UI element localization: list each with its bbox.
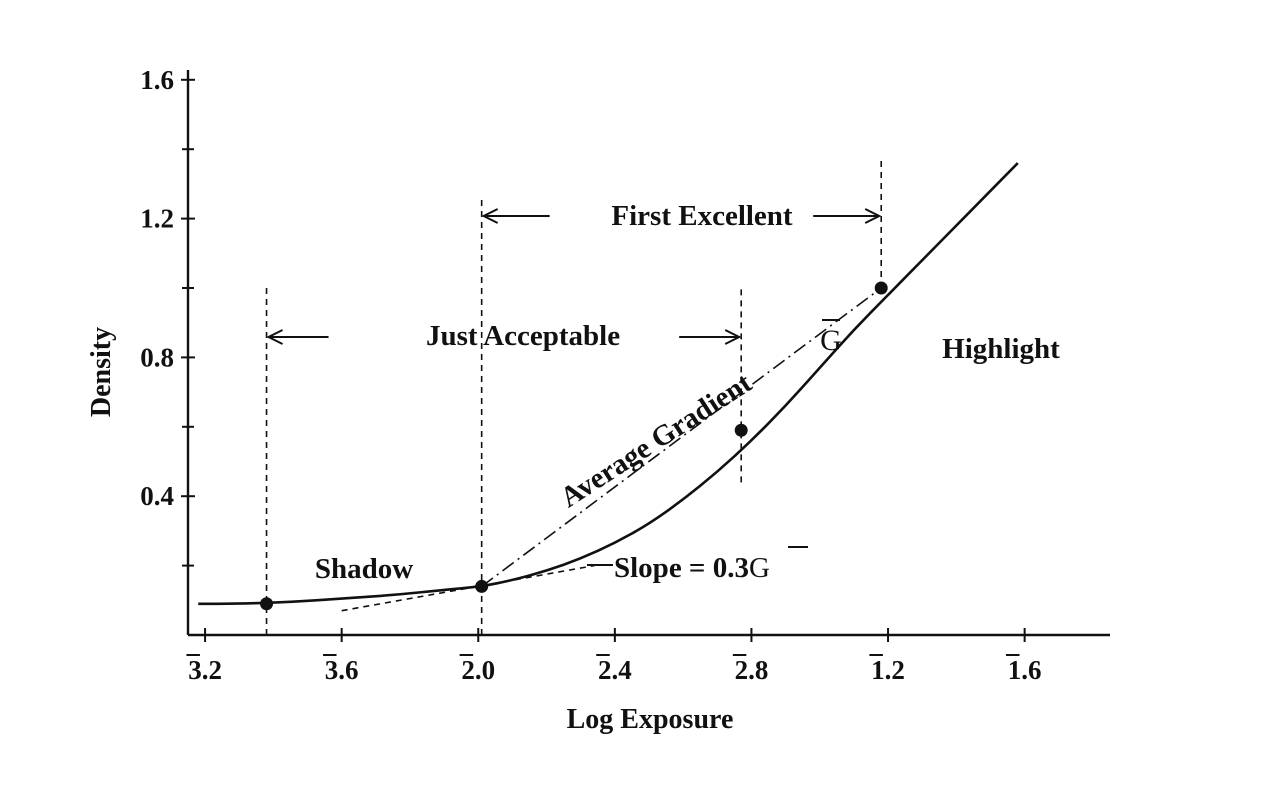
x-tick-label-bar-digit: 2: [598, 655, 612, 685]
slope-label-g: G: [749, 552, 770, 584]
x-tick-label-rest: .4: [611, 655, 631, 685]
g-bar-label: G: [820, 324, 842, 357]
data-point: [874, 281, 888, 295]
plot-area: [198, 162, 1019, 612]
x-tick-label: 3.2: [188, 655, 222, 685]
x-tick-label-bar-digit: 2: [735, 655, 749, 685]
x-tick-label: 3.6: [325, 655, 359, 685]
slope-label-prefix: Slope = 0.3: [614, 552, 749, 584]
data-point: [475, 579, 489, 593]
average-gradient-line: [481, 287, 882, 588]
shadow-label: Shadow: [315, 553, 413, 585]
x-tick-label: 2.0: [461, 655, 495, 685]
x-tick-label-bar-digit: 3: [325, 655, 339, 685]
slope-tangent-line: [341, 564, 595, 612]
x-tick-label: 1.2: [871, 655, 905, 685]
average-gradient-label: Average Gradient: [555, 367, 758, 514]
x-tick-label: 2.8: [735, 655, 769, 685]
x-tick-label-rest: .2: [202, 655, 222, 685]
first-excellent-left-arrow-head: [481, 208, 499, 224]
annotation-marks: [266, 208, 882, 566]
slope-label: Slope = 0.3G: [614, 552, 770, 584]
highlight-label: Highlight: [942, 333, 1060, 365]
x-tick-label-rest: .8: [748, 655, 768, 685]
x-tick-label-bar-digit: 3: [188, 655, 202, 685]
first-excellent-label: First Excellent: [611, 200, 793, 232]
x-tick-label-rest: .0: [475, 655, 495, 685]
ticks: 1.61.20.80.43.2 3.6 2.0 2.4 2.8 1.2 1.6: [140, 65, 1041, 685]
characteristic-curve: [198, 162, 1019, 606]
just-acceptable-left-arrow-head: [266, 329, 283, 345]
x-tick-label-rest: .6: [338, 655, 358, 685]
guide-lines: [265, 159, 883, 635]
data-point: [260, 597, 274, 611]
y-tick-label: 1.2: [140, 204, 174, 234]
y-axis-title: Density: [86, 327, 117, 417]
x-axis-title: Log Exposure: [567, 704, 734, 735]
x-tick-label-rest: .6: [1021, 655, 1041, 685]
first-excellent-right-arrow-head: [864, 208, 882, 224]
y-tick-label: 0.4: [140, 481, 174, 511]
x-tick-label-rest: .2: [885, 655, 905, 685]
x-tick-label-bar-digit: 1: [1008, 655, 1022, 685]
x-tick-label: 1.6: [1008, 655, 1042, 685]
data-point: [734, 423, 748, 437]
x-tick-label-bar-digit: 2: [461, 655, 475, 685]
y-tick-label: 1.6: [140, 65, 174, 95]
x-tick-label: 2.4: [598, 655, 632, 685]
x-tick-label-bar-digit: 1: [871, 655, 885, 685]
y-tick-label: 0.8: [140, 342, 174, 372]
just-acceptable-right-arrow-head: [724, 329, 742, 345]
just-acceptable-label: Just Acceptable: [426, 320, 620, 352]
